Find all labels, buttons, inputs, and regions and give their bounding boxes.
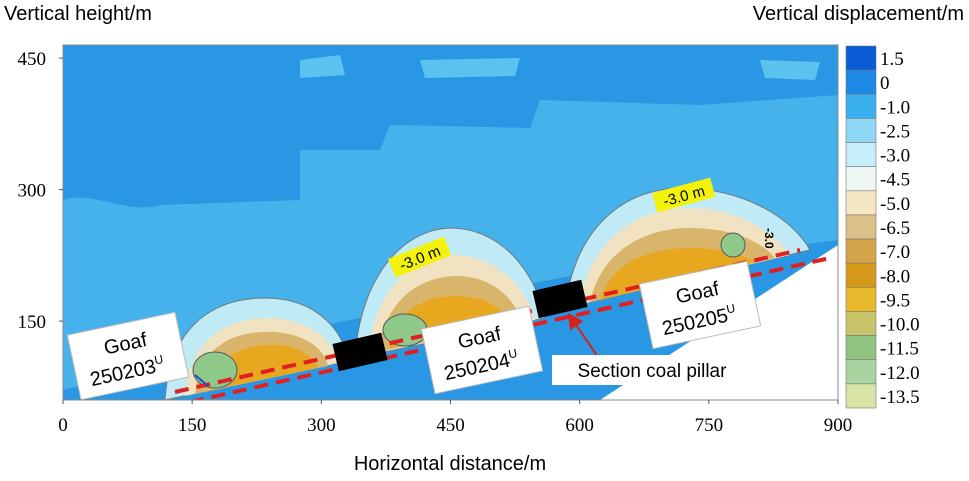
y-tick-label: 150 [18, 312, 47, 333]
pointer-arrow [194, 374, 209, 387]
colorbar-tick-label: -1.0 [880, 97, 910, 118]
colorbar-tick-label: -11.5 [880, 339, 919, 360]
contour [210, 344, 318, 390]
goaf-id-superscript: U [507, 346, 518, 361]
x-tick-label: 450 [436, 415, 465, 436]
colorbar-band [845, 45, 877, 71]
colorbar-tick-label: -12.0 [880, 363, 920, 384]
x-tick-label: 750 [695, 415, 724, 436]
colorbar-tick-label: -3.0 [880, 146, 910, 167]
colorbar-band [845, 142, 877, 167]
goaf-label-box [420, 305, 544, 395]
colorbar-band [845, 238, 877, 264]
goaf-id-superscript: U [725, 301, 736, 316]
colorbar-tick-label: -5.0 [880, 194, 910, 215]
colorbar-band [845, 383, 877, 409]
goaf-label-box [66, 311, 190, 401]
coal-pillar [332, 332, 388, 372]
contour-label-box [652, 177, 716, 213]
contour [192, 351, 238, 389]
colorbar-tick-label: -9.5 [880, 290, 910, 311]
colorbar-tick-label: -13.5 [880, 387, 920, 408]
colorbar-band [845, 118, 877, 143]
coal-pillar [532, 279, 588, 319]
goaf-label-box [638, 260, 762, 350]
colorbar-tick-label: -4.5 [880, 170, 910, 191]
colorbar-band [845, 311, 877, 336]
colorbar-band [845, 335, 877, 361]
pillar-label-box [552, 355, 752, 385]
pillar-label: Section coal pillar [578, 361, 728, 382]
colorbar-band [845, 166, 877, 192]
contour-region [300, 55, 820, 80]
x-tick-label: 900 [824, 415, 853, 436]
contour-label-box [388, 236, 452, 278]
goaf-id-superscript: U [153, 352, 164, 367]
pointer-arrow [567, 312, 601, 361]
colorbar-tick-label: -10.0 [880, 315, 920, 336]
contour-field [63, 45, 838, 400]
colorbar-label: Vertical displacement/m [753, 3, 964, 25]
x-axis-label: Horizontal distance/m [354, 453, 546, 475]
colorbar-band [845, 359, 877, 385]
colorbar-tick-label: -7.0 [880, 242, 910, 263]
annotations: -3.0 m-3.0 m-3.0Goaf250203UGoaf250204UGo… [66, 177, 776, 401]
x-tick-label: 150 [178, 415, 207, 436]
colorbar-band [845, 214, 877, 240]
colorbar-tick-label: -6.5 [880, 218, 910, 239]
y-tick-label: 300 [18, 181, 47, 202]
y-tick-label: 450 [18, 49, 47, 70]
colorbar-tick-label: -8.0 [880, 266, 910, 287]
colorbar-band [845, 69, 877, 95]
colorbar-tick-label: -2.5 [880, 121, 910, 142]
colorbar-tick-label: 1.5 [880, 49, 904, 70]
contour-label: -3.0 [762, 228, 776, 249]
colorbar-band [845, 190, 877, 216]
contour [720, 232, 746, 258]
colorbar-tick-label: 0 [880, 73, 890, 94]
x-tick-label: 0 [58, 415, 68, 436]
colorbar-band [845, 93, 877, 119]
x-tick-label: 300 [307, 415, 336, 436]
x-tick-label: 600 [565, 415, 594, 436]
colorbar-band [845, 262, 877, 288]
y-axis-label: Vertical height/m [4, 3, 152, 25]
colorbar-band [845, 287, 877, 312]
